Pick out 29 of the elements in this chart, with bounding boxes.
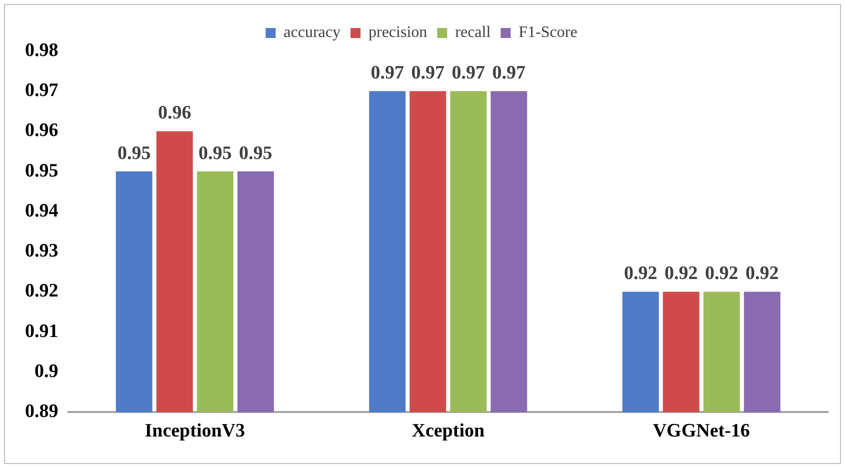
data-label: 0.97 (452, 62, 486, 84)
y-tick-label: 0.94 (25, 200, 59, 222)
x-tick-label: VGGNet-16 (652, 420, 750, 442)
data-label: 0.92 (746, 263, 779, 284)
data-label: 0.97 (411, 62, 445, 84)
data-label: 0.95 (198, 142, 232, 164)
data-label: 0.95 (239, 142, 272, 164)
legend-label: F1-Score (518, 24, 578, 42)
legend-label: recall (455, 24, 492, 42)
data-label: 0.92 (664, 263, 698, 284)
y-tick-label: 0.92 (25, 280, 58, 302)
y-tick-label: 0.97 (25, 80, 59, 102)
data-label: 0.92 (705, 263, 738, 284)
y-tick-label: 0.98 (25, 40, 58, 61)
data-label: 0.97 (492, 62, 526, 84)
y-tick-label: 0.9 (34, 360, 58, 382)
data-label: 0.96 (158, 102, 192, 124)
y-tick-label: 0.89 (25, 401, 58, 422)
legend-label: precision (368, 24, 428, 42)
y-tick-label: 0.93 (25, 240, 58, 262)
x-tick-label: Xception (412, 420, 485, 442)
y-tick-label: 0.91 (25, 320, 58, 342)
y-tick-label: 0.95 (25, 160, 58, 182)
data-label: 0.92 (624, 263, 658, 284)
legend-label: accuracy (284, 24, 341, 42)
x-tick-label: InceptionV3 (144, 420, 246, 442)
data-label: 0.97 (370, 62, 404, 84)
data-label: 0.95 (117, 142, 151, 164)
y-tick-label: 0.96 (25, 120, 58, 142)
